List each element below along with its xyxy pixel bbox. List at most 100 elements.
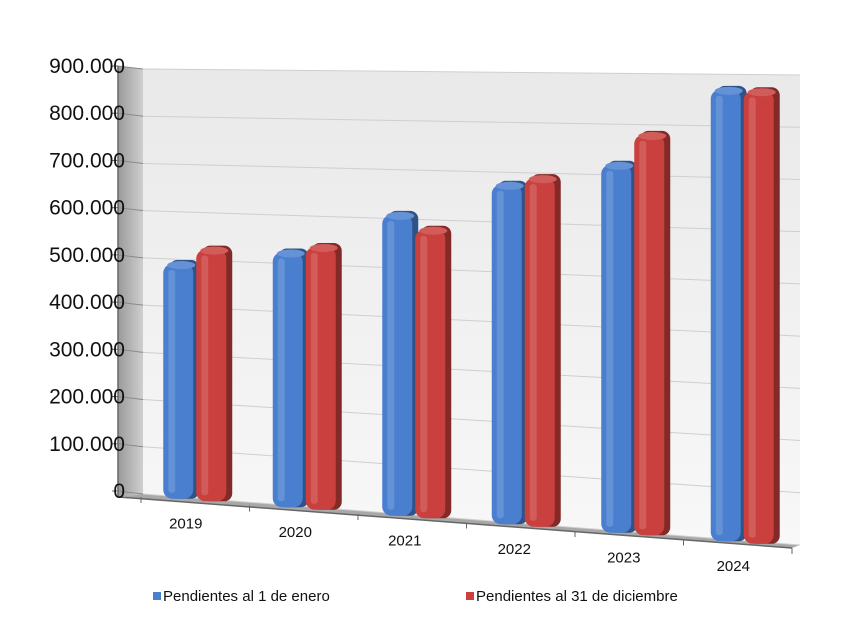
x-tick-label: 2021: [388, 532, 421, 549]
y-tick-label: 200.000: [49, 386, 125, 409]
gridline-side: [117, 301, 144, 306]
bar-diciembre-2022: [524, 174, 561, 527]
bar-front: [524, 178, 555, 527]
bar-diciembre-2020: [305, 242, 342, 510]
bar-front: [196, 249, 227, 502]
bar-cap: [638, 131, 667, 140]
bar-highlight: [496, 190, 504, 519]
bar-highlight: [715, 95, 723, 536]
bar-cap: [605, 161, 634, 170]
bar-highlight: [387, 220, 395, 510]
gridline-side: [117, 254, 144, 259]
bar-front: [382, 214, 413, 516]
bar-enero-2020: [272, 248, 309, 508]
gridline: [142, 162, 801, 180]
legend-label-series-2: Pendientes al 31 de diciembre: [476, 588, 678, 605]
y-tick-label: 0: [113, 480, 125, 503]
bar-front: [415, 229, 446, 519]
bar-cap: [200, 246, 229, 255]
y-tick-label: 700.000: [49, 149, 125, 172]
bar-cap: [386, 211, 415, 220]
legend-label-series-1: Pendientes al 1 de enero: [163, 588, 330, 605]
back-wall: [143, 69, 800, 545]
gridline-side: [117, 65, 144, 70]
x-tick-label: 2023: [607, 549, 640, 566]
bar-enero-2022: [491, 180, 528, 525]
bar-cap: [309, 243, 338, 252]
y-tick-label: 500.000: [49, 244, 125, 267]
gridline: [142, 351, 801, 389]
bar-highlight: [529, 184, 537, 521]
bar-front: [491, 184, 522, 525]
bar-front: [743, 91, 774, 544]
bar-cap: [167, 261, 196, 270]
bar-highlight: [420, 235, 428, 513]
y-tick-label: 600.000: [49, 197, 125, 220]
y-tick-label: 300.000: [49, 338, 125, 361]
y-tick-label: 400.000: [49, 291, 125, 314]
gridline: [142, 68, 801, 76]
gridline: [142, 493, 801, 546]
bar-diciembre-2021: [415, 225, 452, 519]
bar-highlight: [748, 97, 756, 538]
gridline: [142, 399, 801, 442]
bar-front: [305, 246, 336, 510]
bar-highlight: [277, 258, 285, 502]
bars-group: [163, 85, 780, 544]
legend-swatch-series-1: [153, 592, 161, 600]
bar-enero-2019: [163, 260, 200, 499]
bar-enero-2021: [382, 210, 419, 516]
gridline: [142, 446, 801, 494]
y-tick-label: 800.000: [49, 102, 125, 125]
gridline-side: [117, 112, 144, 117]
bar-front: [163, 264, 194, 499]
bar-enero-2024: [710, 85, 747, 542]
gridline-side: [117, 207, 144, 212]
x-tick-label: 2020: [279, 524, 312, 541]
gridline-side: [117, 490, 144, 495]
gridline-side: [117, 348, 144, 353]
x-axis-line: [117, 496, 793, 549]
gridline-side: [117, 396, 144, 401]
y-axis-ticks: 0 100.000 200.000 300.000 400.000 500.00…: [49, 55, 125, 503]
bar-highlight: [310, 252, 318, 504]
x-tick-label: 2019: [169, 515, 202, 532]
gridline-side: [117, 443, 144, 448]
bar-diciembre-2023: [634, 130, 671, 536]
x-tick-label: 2022: [498, 541, 531, 558]
gridlines: [117, 65, 801, 546]
gridline: [142, 210, 801, 233]
bar-highlight: [201, 255, 209, 496]
bar-cap: [747, 88, 776, 97]
side-wall: [118, 66, 143, 497]
legend-swatch-series-2: [466, 592, 474, 600]
bar-diciembre-2024: [743, 87, 780, 544]
x-axis-ticks: 2019 2020 2021 2022 2023 2024: [169, 515, 750, 575]
bar-front: [634, 134, 665, 536]
gridline: [142, 115, 801, 128]
bar-cap: [419, 226, 448, 235]
bar-cap: [528, 175, 557, 184]
bar-enero-2023: [601, 160, 638, 533]
axes: [112, 65, 793, 554]
gridline: [142, 257, 801, 285]
bar-front: [710, 89, 741, 542]
y-tick-label: 900.000: [49, 55, 125, 78]
bar-highlight: [639, 140, 647, 530]
floor: [118, 494, 800, 548]
bar-cap: [714, 86, 743, 95]
bar-diciembre-2019: [196, 245, 233, 502]
bar-highlight: [168, 270, 176, 493]
y-tick-label: 100.000: [49, 433, 125, 456]
gridline-side: [117, 159, 144, 164]
bar-cap: [276, 249, 305, 258]
bar-front: [272, 252, 303, 508]
gridline: [142, 304, 801, 337]
bar-highlight: [606, 170, 614, 527]
legend: Pendientes al 1 de enero Pendientes al 3…: [153, 588, 678, 605]
bar-front: [601, 164, 632, 533]
bar-cap: [495, 181, 524, 190]
x-tick-label: 2024: [717, 558, 750, 575]
